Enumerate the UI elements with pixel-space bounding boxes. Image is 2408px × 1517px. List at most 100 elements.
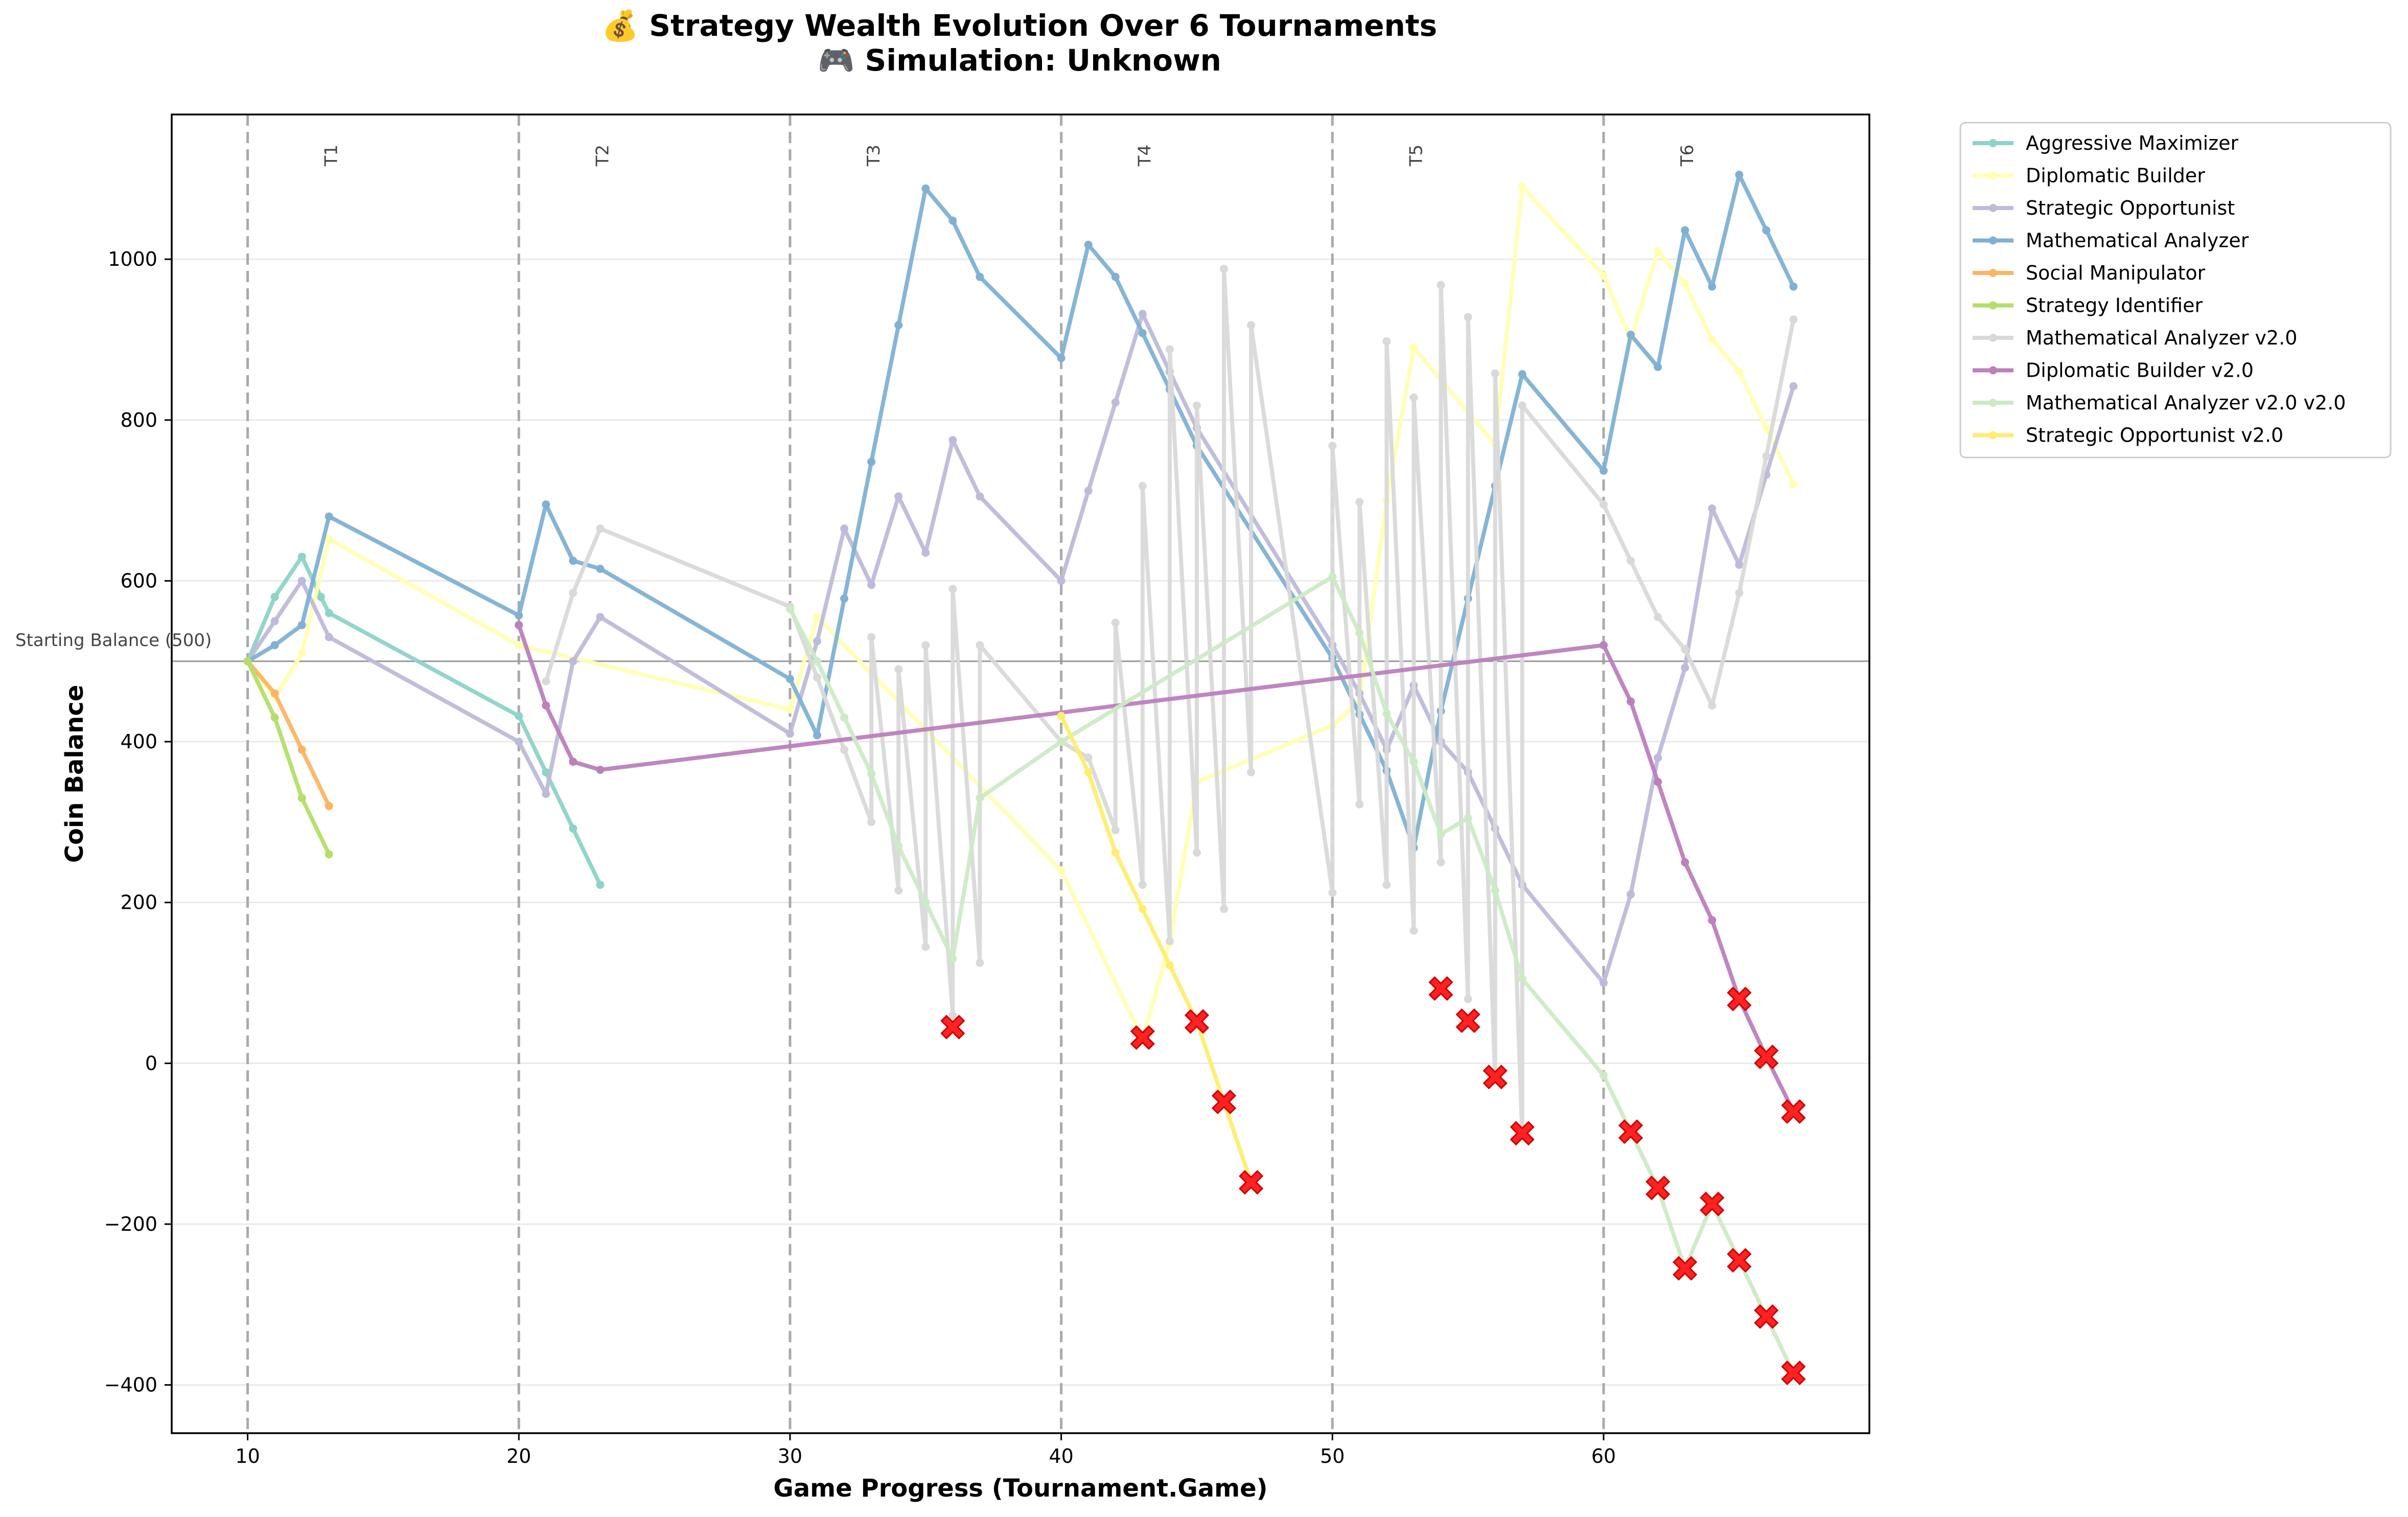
data-point	[297, 794, 306, 802]
data-point	[316, 592, 325, 601]
legend-label: Diplomatic Builder	[2026, 165, 2205, 187]
data-point	[948, 436, 957, 445]
x-tick-label: 50	[1320, 1445, 1345, 1467]
series-line	[245, 659, 331, 857]
elimination-marker	[1781, 1360, 1806, 1386]
data-point	[1220, 265, 1229, 273]
data-point	[1409, 926, 1418, 935]
data-point	[297, 745, 306, 754]
data-point	[1111, 398, 1120, 407]
data-point	[976, 492, 984, 501]
legend-swatch-marker	[1989, 399, 1997, 407]
series-line	[245, 312, 1796, 985]
data-point	[1599, 466, 1608, 475]
elimination-marker	[1618, 1119, 1643, 1144]
data-point	[1220, 905, 1229, 913]
legend-item: Diplomatic Builder	[1973, 165, 2205, 187]
data-point	[270, 592, 279, 601]
elimination-marker	[1184, 1009, 1210, 1034]
data-point	[785, 675, 794, 683]
data-point	[325, 512, 333, 521]
elimination-marker	[1754, 1304, 1779, 1329]
y-tick-label: −400	[104, 1374, 157, 1396]
data-point	[1111, 826, 1120, 835]
data-point	[840, 594, 849, 603]
data-point	[948, 954, 957, 963]
data-point	[1708, 701, 1717, 710]
legend-item: Mathematical Analyzer v2.0	[1973, 327, 2297, 349]
data-point	[515, 711, 523, 720]
legend-item: Aggressive Maximizer	[1973, 132, 2239, 154]
data-point	[1328, 572, 1337, 581]
data-point	[1599, 641, 1608, 650]
data-point	[1165, 961, 1174, 970]
data-point	[813, 613, 821, 622]
legend-item: Strategic Opportunist v2.0	[1973, 424, 2283, 447]
starting-balance-label: Starting Balance (500)	[15, 630, 212, 651]
data-point	[1382, 709, 1391, 718]
data-point	[325, 535, 333, 543]
tournament-label: T5	[1406, 145, 1426, 167]
data-point	[297, 620, 306, 629]
data-point	[1084, 240, 1093, 249]
data-point	[1627, 697, 1635, 706]
data-point	[1654, 753, 1662, 762]
data-point	[894, 665, 903, 674]
data-point	[1355, 498, 1364, 507]
data-point	[894, 886, 903, 895]
data-point	[1627, 557, 1635, 565]
x-tick-label: 30	[778, 1445, 802, 1467]
elimination-marker	[1428, 976, 1453, 1001]
x-tick-label: 20	[506, 1445, 531, 1467]
data-point	[569, 824, 577, 833]
data-point	[1654, 247, 1662, 256]
data-point	[813, 637, 821, 646]
data-point	[1464, 995, 1472, 1003]
data-point	[1762, 424, 1771, 432]
tournament-boundaries	[246, 114, 1605, 1433]
data-point	[1057, 866, 1066, 875]
legend-swatch-marker	[1989, 171, 1997, 180]
data-point	[1165, 345, 1174, 354]
elimination-marker	[1727, 1248, 1752, 1273]
data-point	[1057, 711, 1066, 720]
data-point	[569, 589, 577, 597]
data-point	[1111, 848, 1120, 857]
data-point	[1328, 442, 1337, 450]
data-point	[1599, 979, 1608, 987]
data-point	[921, 548, 930, 557]
series-6	[243, 657, 333, 859]
elimination-marker	[1130, 1025, 1155, 1050]
legend-label: Social Manipulator	[2026, 262, 2206, 284]
elimination-markers	[940, 976, 1806, 1386]
legend: Aggressive Maximizer Diplomatic Builder St…	[1959, 122, 2392, 458]
y-tick-label: 600	[120, 569, 157, 592]
legend-item: Mathematical Analyzer v2.0 v2.0	[1973, 392, 2346, 414]
data-point	[976, 794, 984, 802]
y-tick-label: 400	[120, 730, 157, 753]
data-point	[1654, 777, 1662, 786]
data-point	[1518, 401, 1526, 410]
data-point	[1328, 888, 1337, 897]
tournament-labels: T1 T2 T3 T4 T5 T6	[321, 145, 1698, 167]
series-1	[243, 553, 605, 889]
data-point	[1518, 370, 1526, 379]
data-point	[1789, 315, 1798, 324]
tournament-label: T1	[321, 145, 342, 167]
data-point	[1192, 848, 1201, 857]
data-point	[1681, 663, 1689, 672]
legend-swatch-marker	[1989, 366, 1997, 375]
data-point	[1681, 279, 1689, 288]
data-point	[1708, 282, 1717, 291]
series-line	[544, 267, 1796, 1138]
data-point	[297, 649, 306, 658]
y-tick-label: −200	[104, 1213, 157, 1235]
data-point	[325, 633, 333, 641]
data-point	[921, 184, 930, 193]
data-point	[1057, 354, 1066, 362]
data-point	[948, 216, 957, 225]
data-point	[840, 745, 849, 754]
legend-swatch-marker	[1989, 269, 1997, 277]
data-point	[1627, 331, 1635, 339]
